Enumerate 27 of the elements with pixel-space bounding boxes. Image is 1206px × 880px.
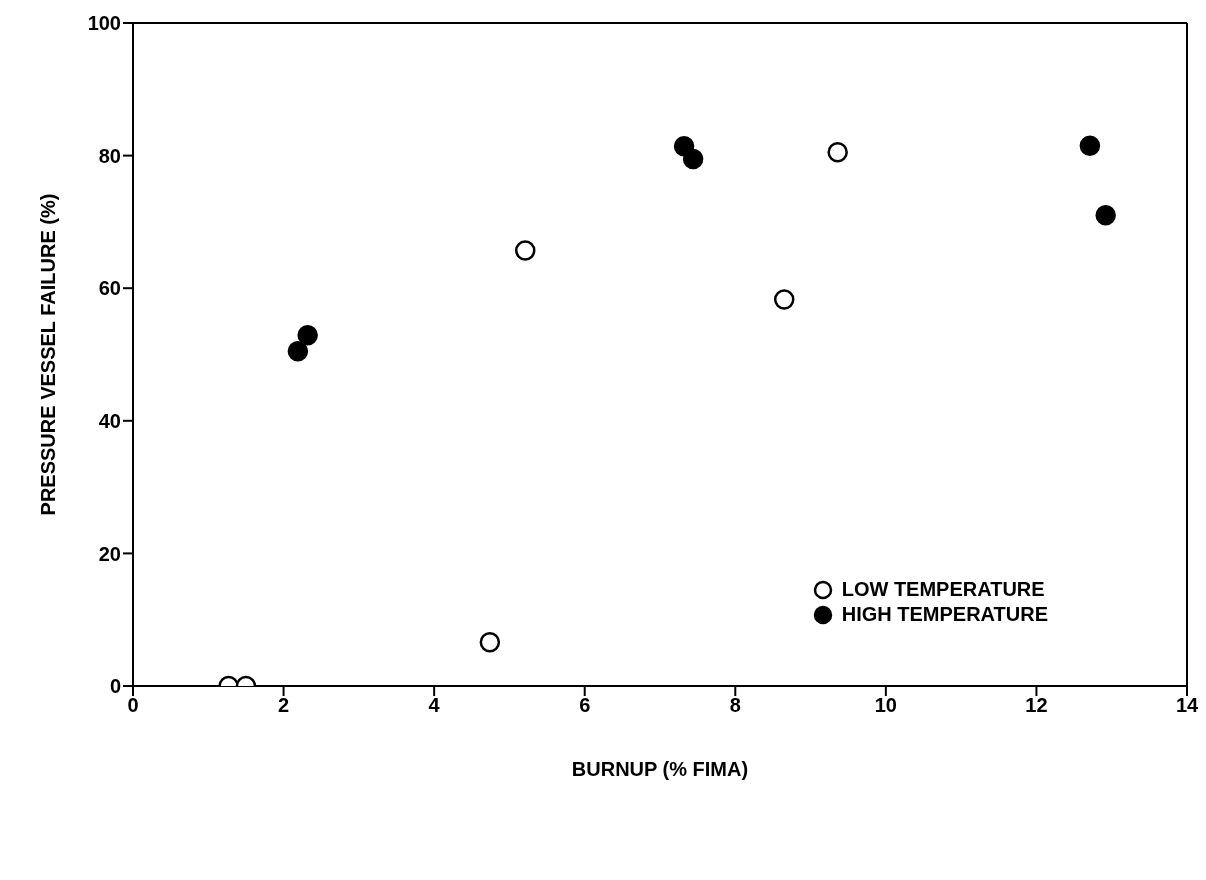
y-tick-label: 40 (98, 409, 121, 432)
x-tick-label: 12 (1025, 694, 1048, 717)
point (297, 325, 318, 346)
point (682, 148, 704, 170)
point (514, 240, 536, 261)
y-tick-label: 100 (87, 12, 121, 35)
x-tick-label: 0 (127, 694, 139, 717)
y-tick-label: 20 (98, 542, 121, 565)
x-tick-label: 2 (278, 694, 290, 717)
x-tick-label: 4 (428, 694, 441, 717)
x-tick-label: 14 (1175, 694, 1199, 717)
point (773, 289, 795, 310)
y-tick-label: 0 (109, 675, 121, 698)
point (827, 142, 848, 163)
x-tick-label: 6 (579, 694, 591, 717)
point (287, 340, 309, 362)
y-tick-label: 80 (98, 144, 121, 167)
legend-label: HIGH TEMPERATURE (841, 603, 1048, 626)
y-axis-title: PRESSURE VESSEL FAILURE (%) (37, 193, 60, 516)
y-tick-label: 60 (98, 277, 121, 300)
point (479, 631, 501, 653)
x-axis-title: BURNUP (% FIMA) (571, 758, 749, 780)
point (1079, 135, 1101, 156)
point (1095, 205, 1116, 226)
x-tick-label: 10 (874, 694, 897, 717)
legend-label: LOW TEMPERATURE (841, 578, 1045, 601)
x-tick-label: 8 (729, 694, 741, 717)
